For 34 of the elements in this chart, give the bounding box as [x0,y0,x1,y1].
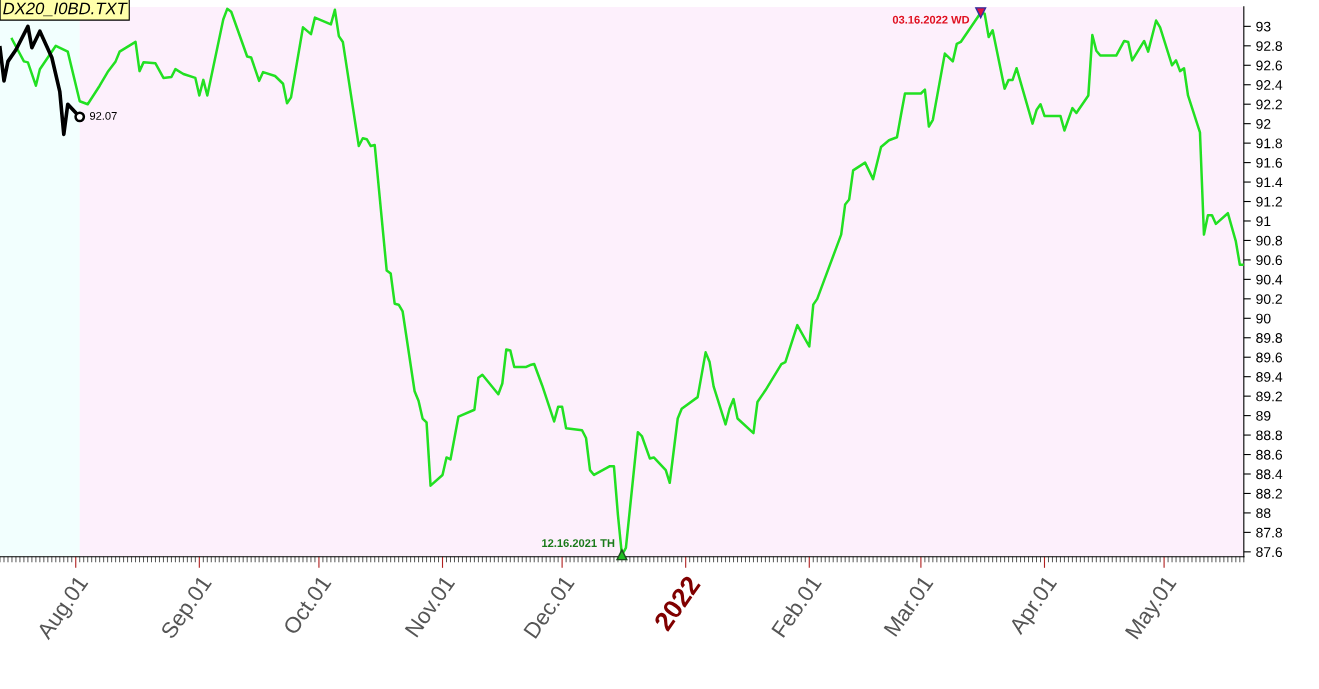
y-tick-label: 91.6 [1256,157,1283,168]
y-tick-label: 91.8 [1256,138,1283,149]
y-tick-label: 91.4 [1256,177,1283,188]
y-tick-label: 89.4 [1256,372,1283,382]
y-tick-label: 88.2 [1256,488,1282,499]
point [74,111,86,123]
y-tick-label: 89.6 [1256,352,1283,363]
y-tick-label: 90.6 [1256,255,1283,266]
annotation: 92.07 [89,111,117,120]
annotation: 03.16.2022 WD [892,15,970,24]
y-tick-label: 88.4 [1256,469,1283,480]
y-tick-label: 88.8 [1256,430,1283,441]
y-tick-label: 87.6 [1256,547,1283,558]
chart-title: DX20_I0BD.TXT [3,2,128,17]
y-tick-label: 91.2 [1256,196,1282,207]
y-tick-label: 92.2 [1256,99,1282,110]
y-tick-label: 88.6 [1256,449,1283,460]
y-tick-label: 92.8 [1256,41,1283,51]
y-tick-label: 90.4 [1256,274,1283,285]
y-tick-label: 92 [1256,119,1271,129]
y-tick-label: 89.8 [1256,333,1283,343]
annotation: 12.16.2021 TH [542,539,615,548]
y-tick-label: 90.2 [1256,294,1282,304]
y-tick-label: 93 [1256,21,1271,32]
y-tick-label: 91 [1256,216,1271,227]
y-tick-label: 92.6 [1256,60,1283,71]
point [616,549,628,561]
y-tick-label: 90.8 [1256,235,1283,246]
y-tick-label: 90 [1256,313,1271,324]
y-tick-label: 89.2 [1256,391,1282,402]
y-tick-label: 87.8 [1256,527,1283,538]
y-tick-label: 88 [1256,508,1271,519]
y-tick-label: 89 [1256,410,1271,421]
y-tick-label: 92.4 [1256,80,1283,90]
